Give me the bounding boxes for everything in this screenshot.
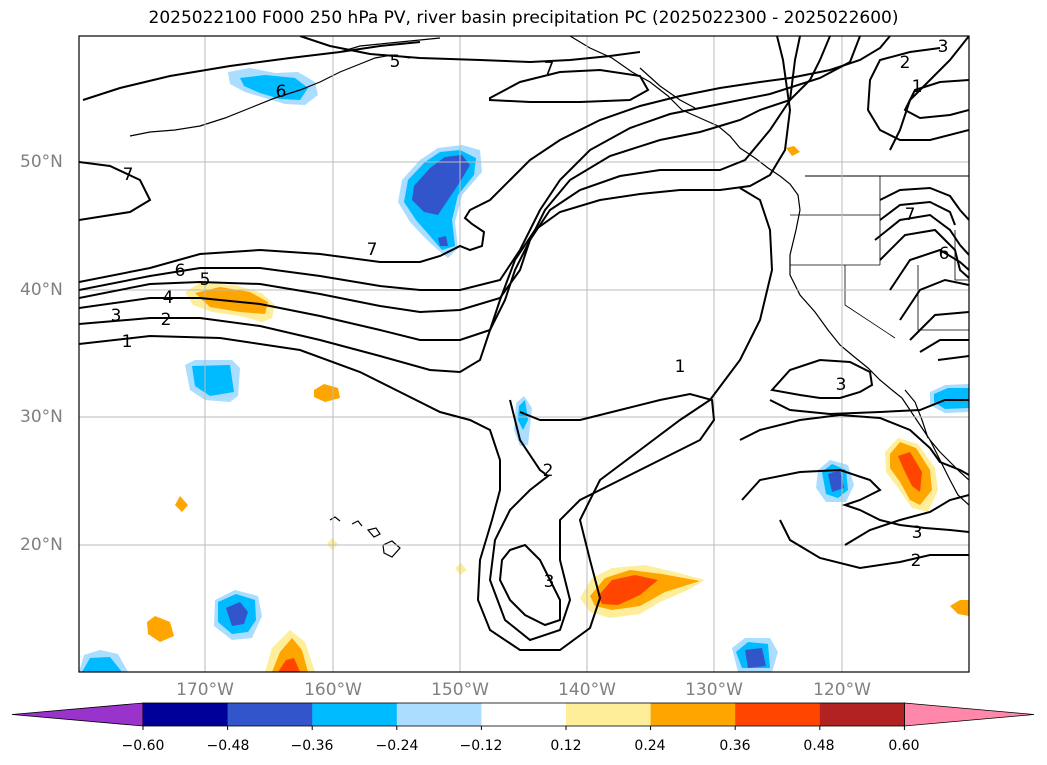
lon-label: 120°W <box>813 680 871 700</box>
colorbar-tick-label: 0.24 <box>634 738 666 754</box>
colorbar-swatch <box>566 703 652 726</box>
colorbar-tick-label: −0.48 <box>206 738 250 754</box>
contour-label: 2 <box>161 310 172 330</box>
contour-label: 6 <box>939 244 950 264</box>
colorbar-swatch <box>396 703 482 726</box>
colorbar-swatch <box>735 703 821 726</box>
contour-label: 1 <box>675 357 686 377</box>
contour-label: 3 <box>938 37 949 57</box>
lon-label: 130°W <box>685 680 743 700</box>
map-plot-area: 7 5 6 3 2 1 7 6 4 3 2 1 7 1 2 3 3 2 3 6 … <box>79 36 969 672</box>
contour-label: 2 <box>543 461 554 481</box>
lat-label: 40°N <box>20 280 63 300</box>
colorbar-swatch <box>481 703 567 726</box>
colorbar-tick-label: −0.12 <box>459 738 503 754</box>
contour-label: 5 <box>200 270 211 290</box>
contour-label: 6 <box>276 82 287 102</box>
contour-label: 1 <box>912 77 923 97</box>
contour-label: 7 <box>367 240 378 260</box>
contour-label: 3 <box>912 523 923 543</box>
colorbar-tick-label: −0.24 <box>375 738 419 754</box>
contour-label: 2 <box>900 53 911 73</box>
colorbar-outline <box>142 702 905 727</box>
contour-labels: 7 5 6 3 2 1 7 6 4 3 2 1 7 1 2 3 3 2 3 6 … <box>111 37 950 592</box>
lon-label: 150°W <box>431 680 489 700</box>
colorbar-tick-label: 0.36 <box>719 738 751 754</box>
lat-label: 20°N <box>20 535 63 555</box>
contour-label: 5 <box>390 52 401 72</box>
colorbar-swatch <box>143 703 229 726</box>
contour-label: 7 <box>905 205 916 225</box>
colorbar-swatch <box>819 703 905 726</box>
lon-label: 160°W <box>304 680 362 700</box>
colorbar-swatch <box>227 703 313 726</box>
colorbar-swatch <box>312 703 398 726</box>
contour-label: 7 <box>123 165 134 185</box>
map-frame <box>78 35 970 673</box>
map-title: 2025022100 F000 250 hPa PV, river basin … <box>148 8 899 28</box>
colorbar-tick-label: −0.36 <box>290 738 334 754</box>
pv-contours <box>79 36 969 651</box>
contour-label: 1 <box>122 332 133 352</box>
contour-label: 2 <box>911 551 922 571</box>
colorbar-tick-label: 0.48 <box>803 738 835 754</box>
colorbar-extend-low <box>11 702 144 727</box>
colorbar-tick-label: 0.12 <box>550 738 582 754</box>
contour-label: 3 <box>111 306 122 326</box>
contour-label: 3 <box>544 572 555 592</box>
contour-label: 6 <box>175 261 186 281</box>
colorbar-tick-label: 0.60 <box>888 738 920 754</box>
colorbar-tick-label: −0.60 <box>121 738 165 754</box>
colorbar-swatch <box>650 703 736 726</box>
contour-label: 7 <box>544 59 555 79</box>
lon-label: 170°W <box>176 680 234 700</box>
colorbar-extend-high <box>904 702 1035 727</box>
lon-label: 140°W <box>558 680 616 700</box>
contour-label: 3 <box>836 375 847 395</box>
lat-label: 50°N <box>20 152 63 172</box>
lat-label: 30°N <box>20 407 63 427</box>
colorbar <box>11 702 1035 730</box>
contour-label: 4 <box>163 288 174 308</box>
